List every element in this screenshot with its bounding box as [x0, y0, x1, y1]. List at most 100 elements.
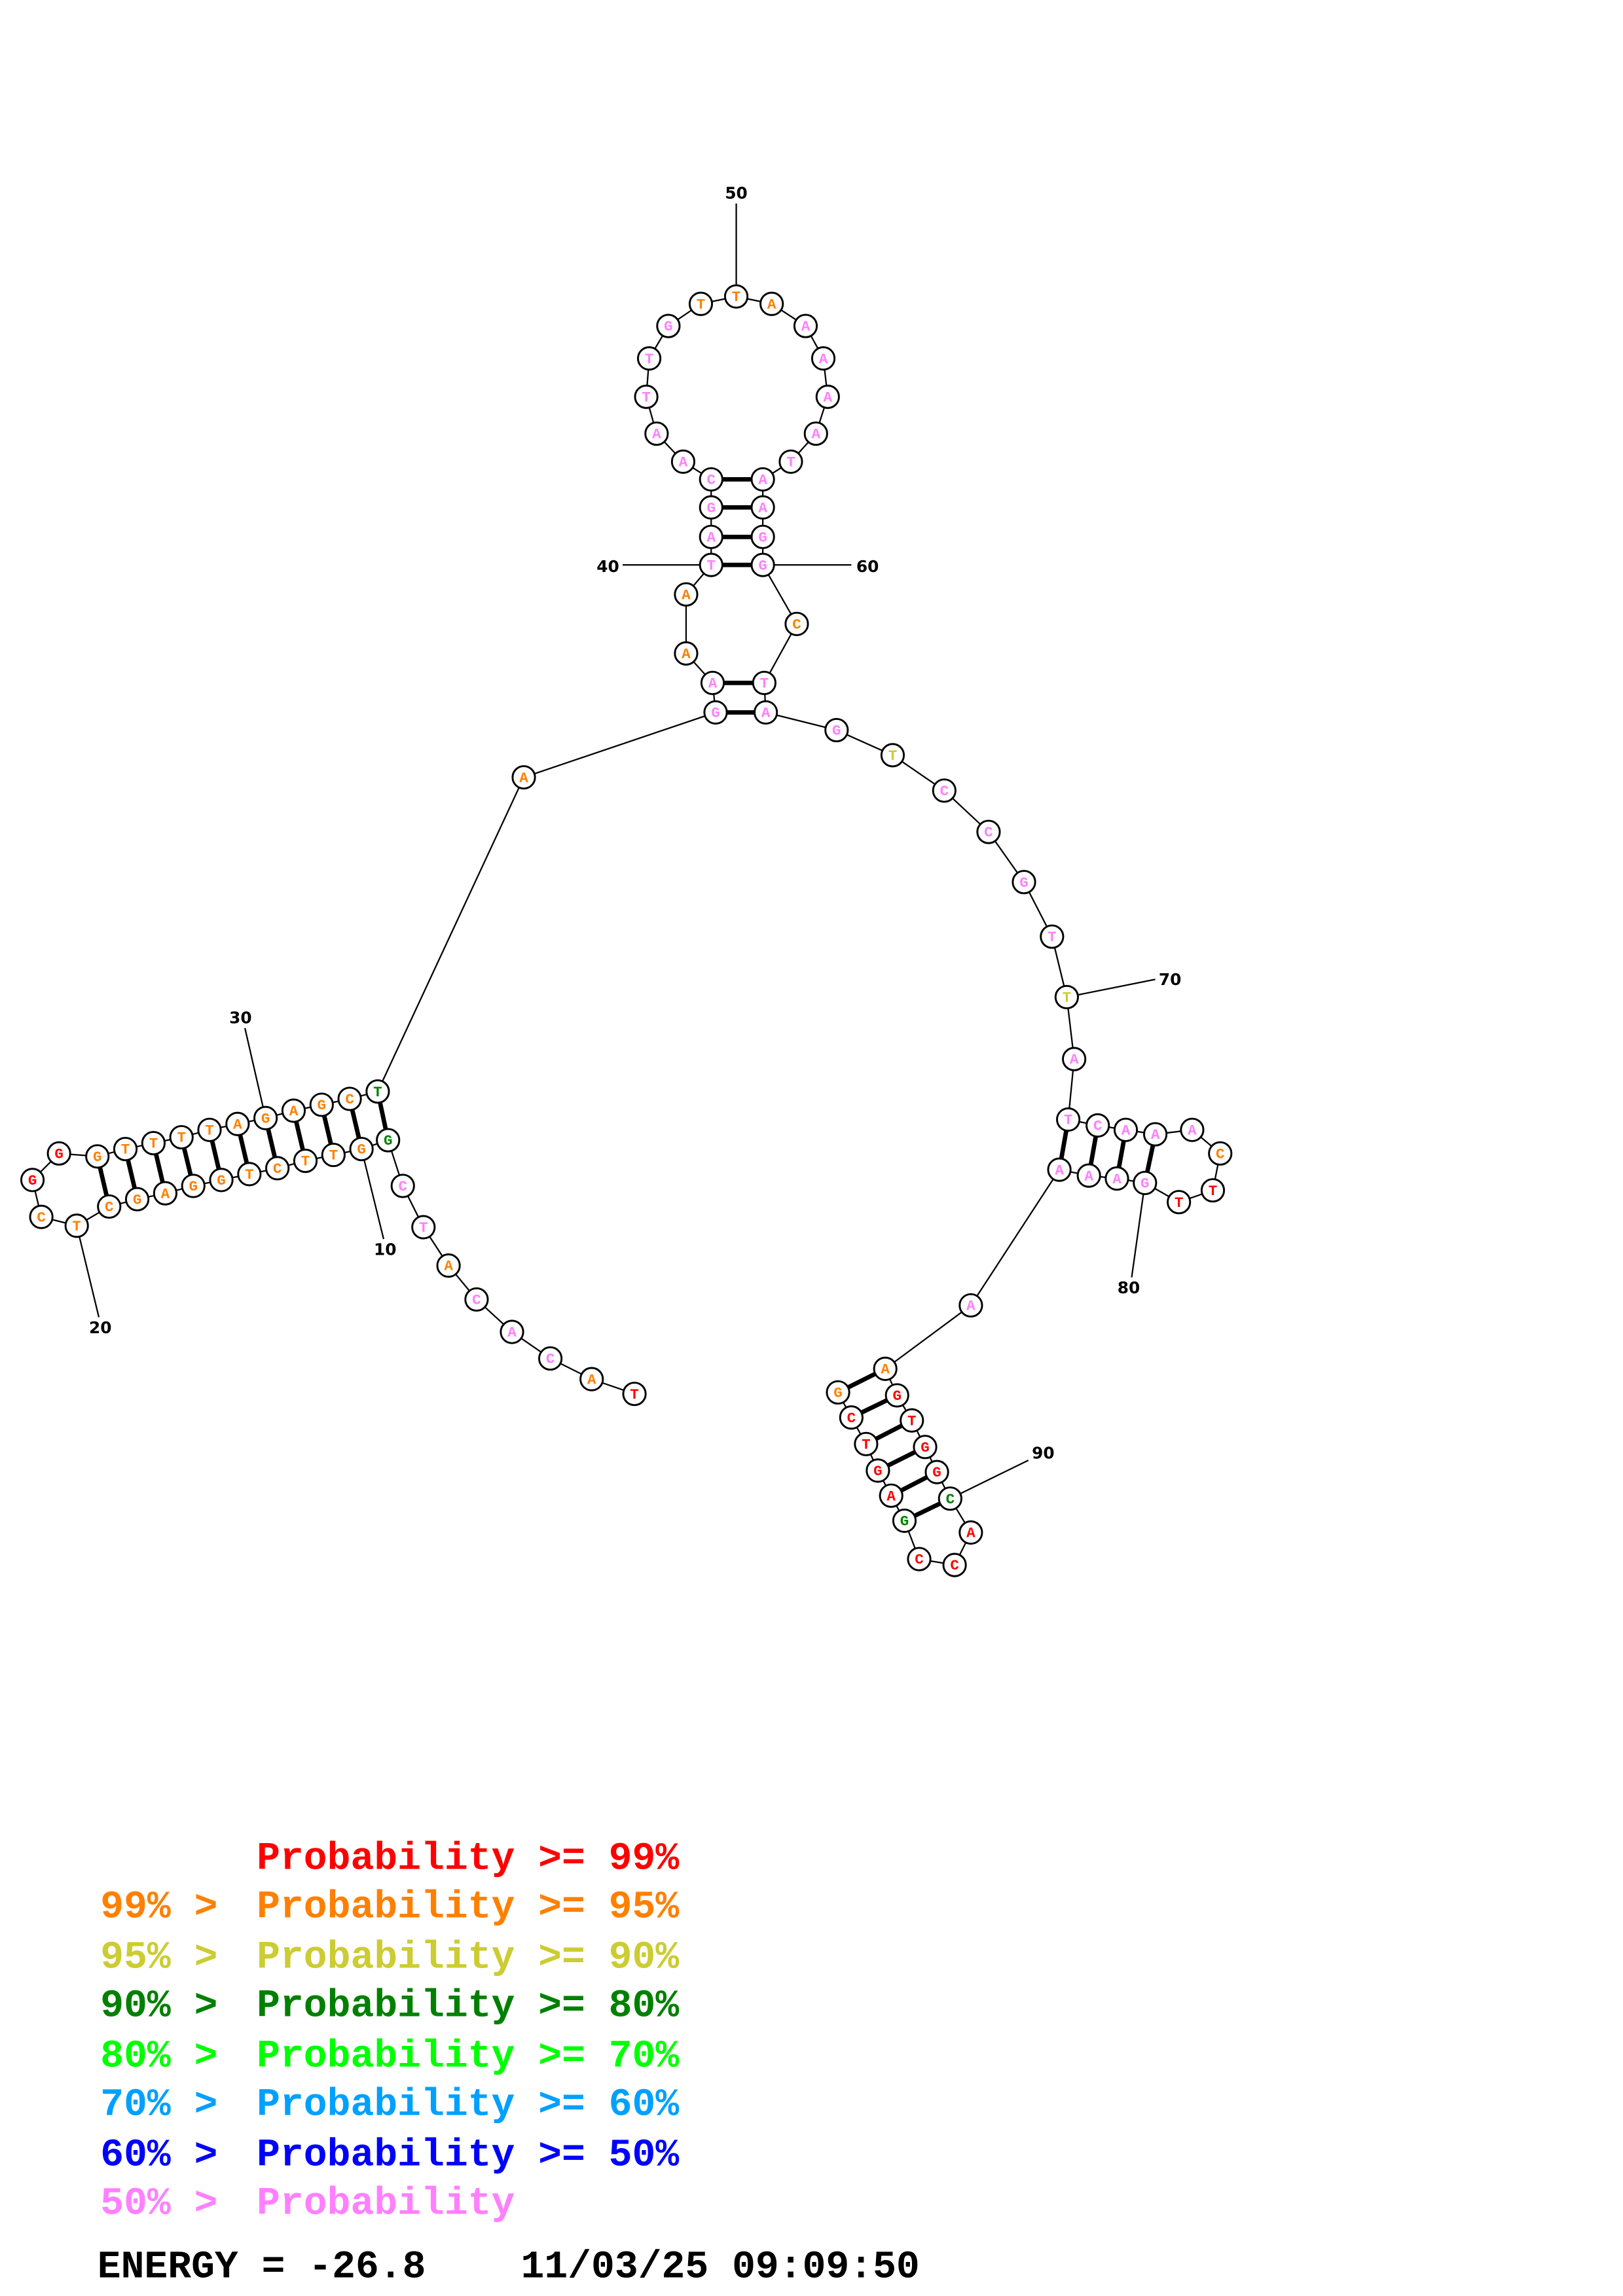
legend-prefix: 99% > — [100, 1885, 241, 1929]
nucleotide-letter: A — [444, 1258, 453, 1275]
nucleotide-circle — [750, 467, 775, 492]
nucleotide-circle — [153, 1181, 178, 1206]
nucleotide-circle — [880, 743, 905, 768]
nucleotide-circle — [958, 1293, 983, 1318]
backbone-segment — [523, 711, 716, 778]
nucleotide-letter: A — [767, 296, 776, 313]
nucleotide: A — [579, 1367, 604, 1391]
nucleotide: A — [225, 1111, 250, 1136]
nucleotide-letter: C — [950, 1557, 959, 1574]
nucleotide-letter: A — [761, 705, 771, 722]
legend-row: 50% > Probability — [100, 2181, 515, 2226]
nucleotide-circle — [1200, 1178, 1226, 1203]
nucleotide: C — [390, 1174, 415, 1198]
legend-prefix: 90% > — [100, 1984, 241, 2028]
nucleotide-letter: G — [833, 1385, 843, 1402]
nucleotide-circle — [913, 1435, 938, 1460]
nucleotide: T — [411, 1215, 436, 1240]
nucleotide-letter: C — [847, 1410, 856, 1427]
nucleotide-circle — [281, 1098, 306, 1123]
nucleotide-circle — [124, 1187, 150, 1211]
nucleotide-letter: T — [1063, 990, 1072, 1007]
position-label: 60 — [856, 557, 879, 576]
nucleotide-letter: A — [587, 1371, 596, 1388]
nucleotide-circle — [824, 717, 849, 743]
nucleotide-letter: G — [1140, 1175, 1150, 1193]
nucleotide-circle — [1143, 1122, 1168, 1147]
position-label: 50 — [725, 184, 747, 203]
nucleotide: A — [803, 421, 828, 446]
nucleotide: T — [637, 346, 662, 371]
energy-value: ENERGY = -26.8 — [98, 2245, 426, 2289]
nucleotide-letter: G — [758, 529, 767, 546]
nucleotide: C — [97, 1194, 122, 1219]
nucleotide: T — [141, 1130, 166, 1156]
nucleotide: G — [656, 314, 681, 338]
nucleotide-circle — [942, 1552, 967, 1577]
nucleotide-letter: A — [1112, 1171, 1122, 1188]
nucleotide-letter: T — [645, 351, 654, 368]
nucleotide-circle — [1085, 1113, 1110, 1138]
nucleotide-circle — [1062, 1047, 1087, 1071]
nucleotide-circle — [181, 1174, 206, 1198]
nucleotide: T — [723, 284, 749, 309]
nucleotide: T — [321, 1142, 346, 1168]
nucleotide-circle — [938, 1486, 962, 1511]
nucleotide-letter: A — [289, 1103, 299, 1120]
nucleotide: G — [866, 1458, 890, 1483]
nucleotide: G — [750, 524, 775, 549]
nucleotide-circle — [699, 552, 723, 577]
nucleotide: T — [365, 1079, 390, 1104]
nucleotide-letter: A — [679, 454, 688, 471]
nucleotide-letter: A — [758, 472, 767, 489]
nucleotide: C — [1208, 1141, 1233, 1166]
nucleotide-circle — [237, 1162, 262, 1187]
nucleotide-letter: C — [472, 1292, 481, 1309]
nucleotide-letter: T — [245, 1166, 254, 1183]
position-tick — [361, 1149, 385, 1240]
nucleotide-circle — [511, 765, 536, 790]
backbone-segment — [376, 777, 525, 1092]
legend-prefix: 50% > — [100, 2181, 241, 2226]
nucleotide-circle — [656, 314, 681, 338]
position-ticks: 10 20 30 40 50 60 70 80 90 — [76, 184, 1181, 1499]
nucleotide-letter: A — [1188, 1122, 1197, 1139]
nucleotide: G — [826, 1380, 850, 1405]
position-tick — [1067, 978, 1156, 998]
nucleotide-circle — [752, 670, 776, 696]
nucleotide-circle — [64, 1213, 89, 1238]
nucleotide-circle — [293, 1149, 318, 1174]
nucleotide: G — [699, 495, 723, 520]
nucleotide-circle — [141, 1130, 166, 1156]
nucleotide-letter: G — [1019, 874, 1029, 891]
nucleotide: C — [839, 1405, 864, 1430]
nucleotide: A — [281, 1098, 306, 1123]
nucleotide-circle — [1133, 1170, 1158, 1196]
nucleotide-letter: A — [1070, 1051, 1079, 1068]
nucleotide-circle — [854, 1431, 879, 1456]
nucleotide-circle — [97, 1194, 122, 1219]
nucleotide-circle — [436, 1253, 461, 1278]
position-label: 70 — [1159, 970, 1181, 989]
nucleotide-letter: G — [217, 1172, 226, 1189]
legend-row: 90% > Probability >= 80% — [100, 1984, 679, 2028]
nucleotide-letter: T — [697, 296, 706, 313]
nucleotide-circle — [754, 700, 778, 725]
nucleotide-letter: C — [792, 616, 801, 633]
nucleotide-letter: A — [824, 389, 833, 406]
nucleotide-letter: T — [329, 1147, 338, 1164]
nucleotide-letter: A — [1055, 1162, 1064, 1179]
nucleotide-circle — [464, 1287, 489, 1312]
nucleotide: G — [884, 1383, 909, 1408]
nucleotide-letter: T — [732, 289, 741, 306]
nucleotide: G — [349, 1136, 374, 1162]
nucleotide-letter: T — [1209, 1183, 1218, 1200]
nucleotide-circle — [873, 1356, 898, 1381]
nucleotide: A — [1047, 1157, 1072, 1182]
legend-row: 70% > Probability >= 60% — [100, 2083, 679, 2127]
nucleotide: G — [20, 1168, 45, 1193]
legend-label: Probability >= 60% — [257, 2083, 679, 2127]
nucleotide-letter: A — [1151, 1126, 1160, 1143]
nucleotide-letter: A — [708, 675, 718, 692]
nucleotide: C — [942, 1552, 967, 1577]
